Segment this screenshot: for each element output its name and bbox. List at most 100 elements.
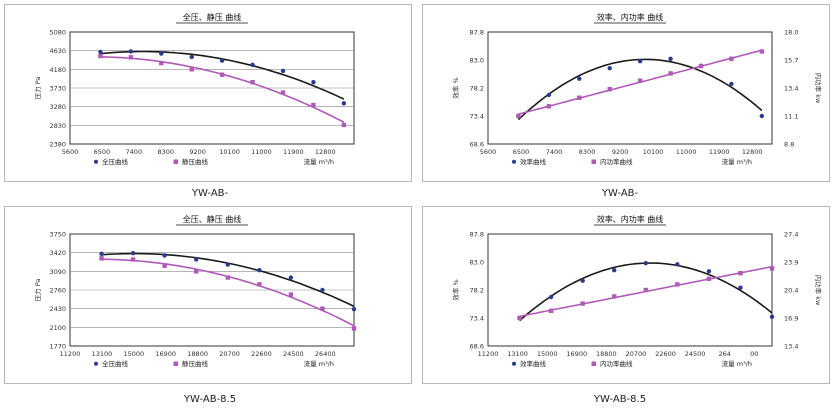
data-point (98, 49, 103, 55)
chart-svg: 全压、静压 曲线 1770 2100 2430 2760 3090 3420 3750 1120… (4, 206, 412, 384)
data-point (311, 79, 316, 85)
data-point (288, 292, 294, 297)
x-tick-label: 11000 (251, 148, 272, 156)
legend-label: 全压曲线 (102, 359, 129, 368)
data-point (516, 113, 521, 119)
x-tick-label: 22600 (655, 350, 676, 358)
x-tick-label: 10100 (219, 148, 240, 156)
y-tick-label: 78.2 (470, 287, 484, 295)
data-point (194, 269, 199, 274)
data-point (637, 78, 643, 83)
x-tick-label: 6500 (513, 148, 530, 156)
data-point (668, 56, 673, 62)
data-point (706, 276, 712, 281)
y-tick-label: 87.8 (470, 231, 484, 239)
chart-svg: 效率、内功率 曲线 68.6 73.4 78.2 83.0 87.8 8.8 11.1 13.4… (422, 4, 830, 182)
caption-bottom-left: YW-AB-8.5 (183, 394, 237, 405)
data-point (546, 92, 552, 98)
x-tick-label: 5600 (62, 148, 79, 156)
y-axis-label: 效率 % (451, 279, 460, 300)
data-point (675, 262, 680, 267)
y-axis-label: 压力 Pa (33, 279, 42, 302)
y-tick-label: 5080 (49, 29, 66, 37)
data-point (311, 102, 316, 108)
x-tick-label: 15000 (123, 350, 144, 358)
chart-title: 效率、内功率 曲线 (597, 214, 664, 224)
data-point (698, 63, 704, 69)
y-tick-label: 2100 (49, 324, 66, 332)
caption-bottom-right: YW-AB-8.5 (593, 394, 647, 405)
legend-label: 效率曲线 (520, 157, 547, 166)
y2-tick-label: 16.9 (784, 315, 798, 323)
data-point (517, 315, 522, 321)
y-tick-label: 3090 (49, 268, 66, 276)
data-point (548, 308, 554, 313)
x-tick-label: 6500 (94, 148, 111, 156)
x-tick-label: 16900 (155, 350, 176, 358)
x-tick-label: 9200 (612, 148, 629, 156)
data-point (729, 56, 734, 61)
y2-tick-label: 13.4 (784, 85, 798, 93)
x-axis-label: 流量 m³/h (304, 157, 334, 166)
caption-top-right: YW-AB- (601, 188, 639, 199)
chart-svg: 全压、静压 曲线 2380 2830 3280 3730 4180 4630 5080 5600… (4, 4, 412, 182)
caption-top-left: YW-AB- (191, 188, 229, 199)
y-tick-label: 73.4 (470, 113, 484, 121)
x-tick-label: 13100 (92, 350, 113, 358)
data-point (729, 81, 734, 87)
data-point (194, 257, 199, 262)
data-point (668, 71, 673, 76)
x-tick-label: 18800 (187, 350, 208, 358)
data-point (341, 101, 347, 106)
data-point (250, 62, 255, 67)
x-tick-label: 8300 (579, 148, 596, 156)
data-point (99, 251, 104, 256)
data-point (351, 326, 357, 331)
chart-title: 全压、静压 曲线 (183, 12, 242, 22)
chart-panel-pressure-bottom: 全压、静压 曲线 1770 2100 2430 2760 3090 3420 3750 1120… (4, 206, 412, 384)
data-point (288, 275, 294, 280)
chart-title: 效率、内功率 曲线 (597, 12, 664, 22)
data-point (257, 282, 262, 287)
legend-label: 内功率曲线 (600, 359, 633, 368)
data-point (320, 287, 325, 293)
y-tick-label: 87.8 (470, 29, 484, 37)
legend-label: 静压曲线 (182, 359, 209, 368)
y2-tick-label: 15.7 (784, 57, 798, 65)
data-point (706, 269, 712, 274)
x-tick-label: 11200 (60, 350, 81, 358)
x-tick-label: 8300 (157, 148, 174, 156)
x-tick-label: 12800 (315, 148, 336, 156)
legend-marker (173, 159, 178, 164)
chart-panel-efficiency-top: 效率、内功率 曲线 68.6 73.4 78.2 83.0 87.8 8.8 11.1 13.4… (422, 4, 830, 182)
x-axis-label: 流量 m³/h (722, 157, 752, 166)
data-point (341, 122, 347, 128)
chart-panel-pressure-top: 全压、静压 曲线 2380 2830 3280 3730 4180 4630 5080 5600… (4, 4, 412, 182)
x-tick-label: 15000 (537, 350, 558, 358)
x-tick-label: 7400 (546, 148, 563, 156)
legend-marker (173, 361, 178, 366)
data-point (189, 54, 194, 60)
data-point (769, 314, 775, 320)
chart-frame (4, 206, 412, 384)
data-point (189, 67, 194, 72)
data-point (580, 278, 585, 283)
x-tick-label: 11900 (283, 148, 304, 156)
data-point (351, 307, 357, 312)
y-tick-label: 2760 (49, 287, 66, 295)
x-tick-label: 5600 (480, 148, 497, 156)
data-point (577, 76, 582, 81)
x-tick-label: 20700 (626, 350, 647, 358)
y-tick-label: 83.0 (470, 259, 484, 267)
data-point (219, 58, 225, 63)
data-point (546, 104, 552, 109)
x-tick-label: 26400 (315, 350, 336, 358)
plot-area (487, 233, 773, 347)
y-tick-label: 3730 (49, 85, 66, 93)
y-tick-label: 73.4 (470, 315, 484, 323)
data-point (225, 262, 230, 267)
legend-label: 内功率曲线 (600, 157, 633, 166)
data-point (159, 51, 164, 56)
data-point (637, 58, 643, 64)
data-point (98, 53, 103, 59)
